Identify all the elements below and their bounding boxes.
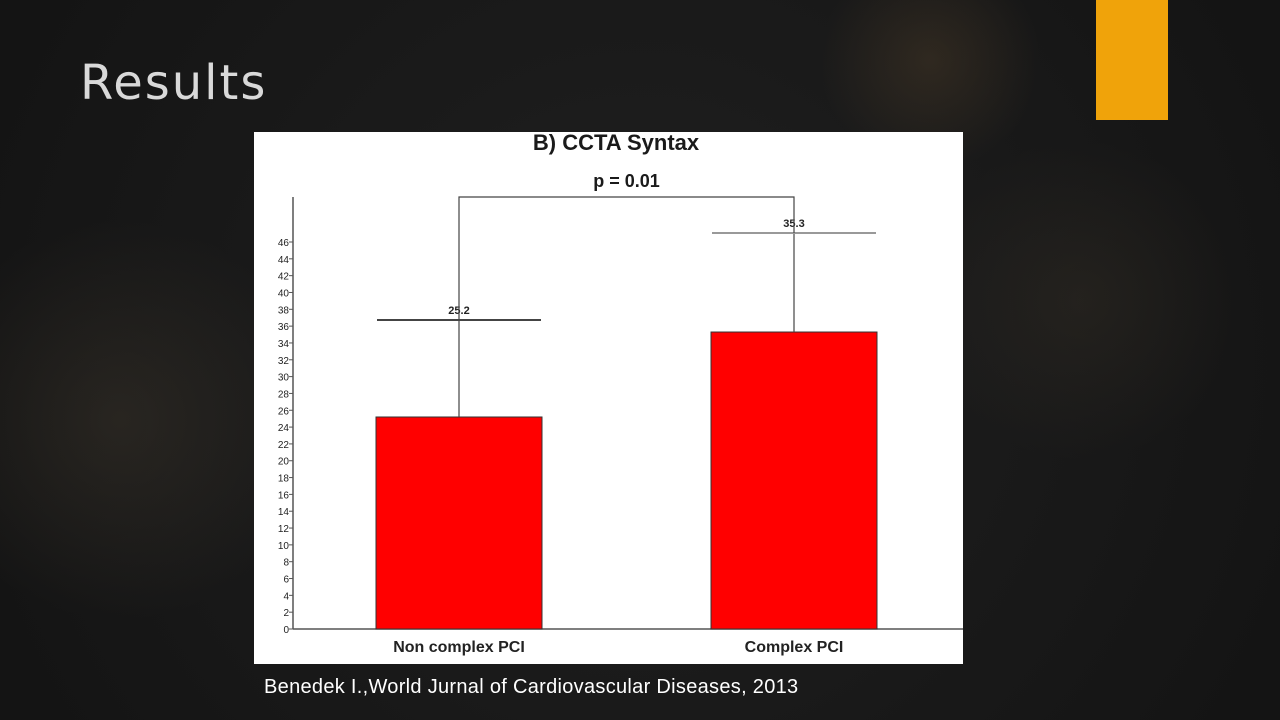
chart-title: B) CCTA Syntax <box>533 132 700 155</box>
bar-1 <box>710 331 878 630</box>
significance-bracket <box>458 196 795 320</box>
y-tick-label: 46 <box>278 238 290 249</box>
y-tick-label: 18 <box>278 474 290 485</box>
y-tick-label: 10 <box>278 541 290 552</box>
y-tick-label: 14 <box>278 507 290 518</box>
y-tick-label: 44 <box>278 255 290 266</box>
y-tick-label: 32 <box>278 356 290 367</box>
slide-title: Results <box>80 55 268 111</box>
y-tick-label: 34 <box>278 339 290 350</box>
y-tick-label: 20 <box>278 457 290 468</box>
accent-bar <box>1096 0 1168 120</box>
y-tick-label: 22 <box>278 440 290 451</box>
y-tick-label: 12 <box>278 524 290 535</box>
y-tick-label: 2 <box>283 608 289 619</box>
y-tick-label: 38 <box>278 305 290 316</box>
chart-panel: B) CCTA Syntax 0 2 4 6 8 10 12 14 16 18 20 22 24 26 28 3… <box>254 132 963 664</box>
x-tick-label-0: Non complex PCI <box>393 639 525 656</box>
y-tick-label: 42 <box>278 272 290 283</box>
y-tick-label: 40 <box>278 288 290 299</box>
y-tick-label: 24 <box>278 423 290 434</box>
significance-label: p = 0.01 <box>593 171 660 191</box>
y-tick-label: 4 <box>283 591 289 602</box>
x-tick-label-1: Complex PCI <box>745 639 844 656</box>
y-tick-label: 8 <box>283 558 289 569</box>
y-tick-label: 30 <box>278 373 290 384</box>
y-tick-label: 0 <box>283 625 289 636</box>
y-tick-label: 6 <box>283 575 289 586</box>
y-tick-label: 16 <box>278 490 290 501</box>
citation: Benedek I.,World Jurnal of Cardiovascula… <box>264 676 799 698</box>
y-tick-label: 28 <box>278 389 290 400</box>
y-tick-label: 26 <box>278 406 290 417</box>
bar-0 <box>375 416 543 630</box>
bar-chart: B) CCTA Syntax02468101214161820222426283… <box>278 132 963 656</box>
y-tick-label: 36 <box>278 322 290 333</box>
